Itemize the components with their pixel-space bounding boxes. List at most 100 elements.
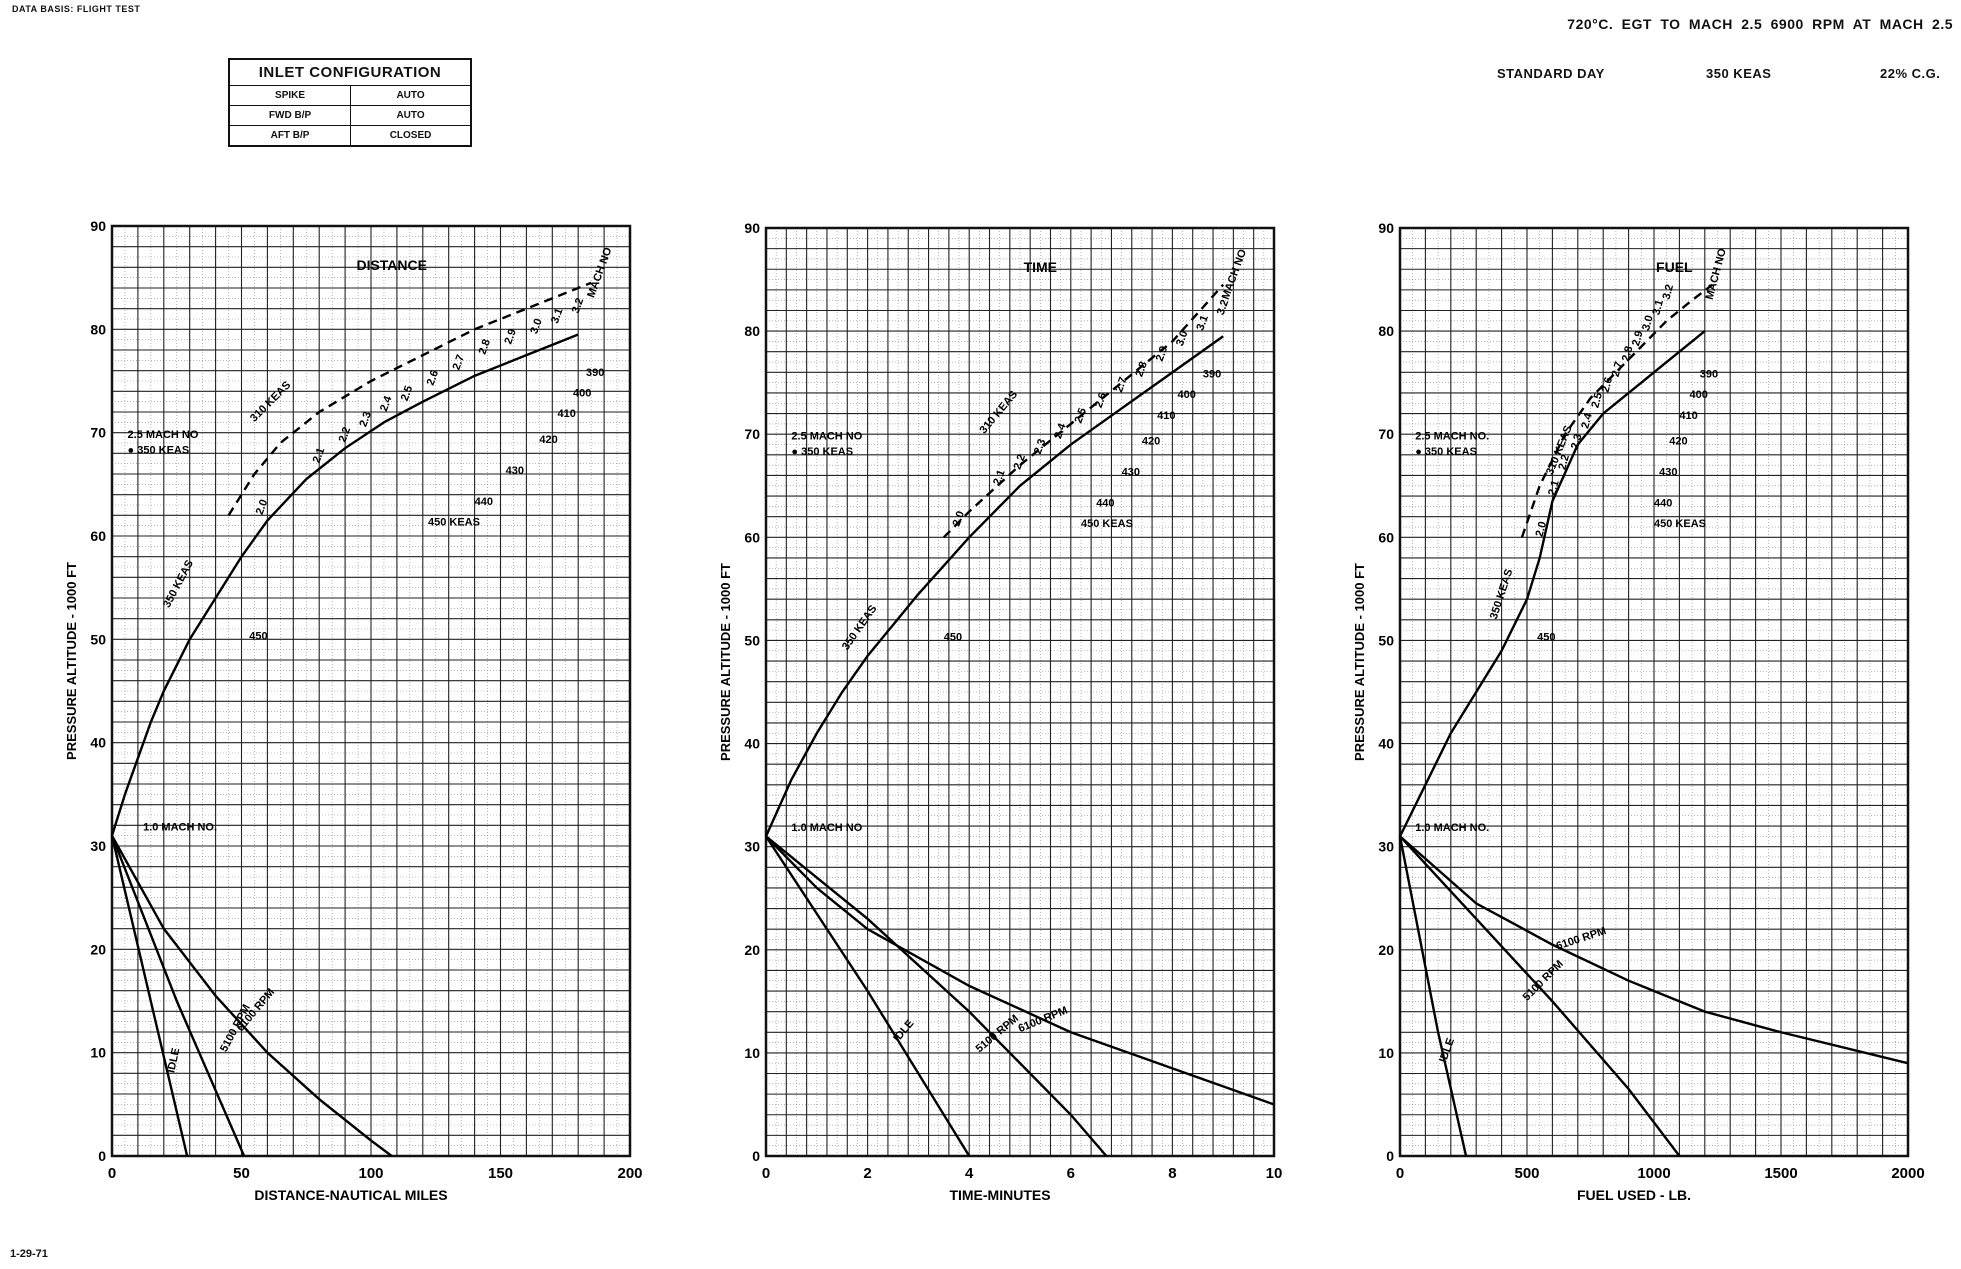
annotation-label: 440 bbox=[475, 496, 493, 508]
annotation-label: 2.5 MACH NO. bbox=[1415, 430, 1489, 442]
x-tick-label: 2 bbox=[863, 1165, 871, 1182]
annotation-label: 440 bbox=[1654, 497, 1672, 509]
annotation-label: ● 350 KEAS bbox=[1415, 446, 1477, 458]
y-tick-label: 70 bbox=[1378, 426, 1394, 442]
annotation-label: 2.7 bbox=[1610, 360, 1626, 378]
series-line-350-keas bbox=[1398, 330, 1706, 837]
y-axis-label: PRESSURE ALTITUDE - 1000 FT bbox=[1352, 563, 1367, 761]
annotation-label: 430 bbox=[506, 465, 524, 477]
annotation-label: 2.4 bbox=[378, 394, 395, 413]
annotation-label: 2.2 bbox=[337, 426, 354, 444]
chart-title: FUEL bbox=[1656, 259, 1693, 275]
x-axis-label: DISTANCE-NAUTICAL MILES bbox=[254, 1187, 447, 1203]
annotation-label: 3.1 bbox=[1194, 314, 1211, 332]
chart-title: TIME bbox=[1024, 259, 1057, 275]
annotation-label: MACH NO bbox=[1704, 247, 1729, 301]
annotation-label: 2.6 bbox=[425, 369, 442, 387]
annotation-label: 420 bbox=[1142, 436, 1160, 448]
annotation-label: 2.0 bbox=[254, 498, 271, 516]
x-tick-label: 2000 bbox=[1891, 1165, 1924, 1182]
keas-label: 350 KEAS bbox=[1706, 66, 1772, 81]
annotation-label: 390 bbox=[1700, 369, 1718, 381]
annotation-label: 2.5 MACH NO bbox=[128, 429, 199, 441]
y-tick-label: 10 bbox=[1378, 1045, 1394, 1061]
y-tick-label: 70 bbox=[744, 426, 760, 442]
inlet-item: AFT B/P bbox=[228, 125, 352, 147]
annotation-label: 410 bbox=[557, 408, 575, 420]
annotation-label: ● 350 KEAS bbox=[791, 446, 853, 458]
x-tick-label: 500 bbox=[1514, 1165, 1539, 1182]
series-line-idle bbox=[1398, 836, 1468, 1157]
x-tick-label: 0 bbox=[108, 1165, 116, 1182]
annotation-label: 3.2 bbox=[1661, 283, 1677, 301]
x-tick-label: 150 bbox=[488, 1165, 513, 1182]
series-line-310-keas bbox=[942, 283, 1225, 539]
table-row: FWD B/P AUTO bbox=[228, 105, 472, 126]
annotation-label: 450 KEAS bbox=[428, 517, 480, 529]
y-tick-label: 60 bbox=[90, 528, 106, 544]
series-line-5100-rpm bbox=[765, 835, 1108, 1157]
annotation-label: 2.3 bbox=[1032, 437, 1049, 455]
y-tick-label: 80 bbox=[90, 321, 106, 337]
annotation-label: 350 KEAS bbox=[1488, 568, 1515, 621]
y-tick-label: 80 bbox=[744, 323, 760, 339]
y-tick-label: 30 bbox=[744, 839, 760, 855]
annotation-label: IDLE bbox=[165, 1047, 182, 1074]
annotation-label: 430 bbox=[1122, 466, 1140, 478]
cg-label: 22% C.G. bbox=[1880, 66, 1941, 81]
annotation-label: 350 KEAS bbox=[161, 558, 196, 610]
annotation-label: 450 bbox=[249, 630, 267, 642]
annotation-label: 2.3 bbox=[1569, 433, 1585, 451]
annotation-label: 2.8 bbox=[477, 338, 494, 356]
x-tick-label: 0 bbox=[1396, 1165, 1404, 1182]
annotation-label: 2.1 bbox=[311, 446, 328, 464]
annotation-label: 420 bbox=[539, 434, 557, 446]
y-tick-label: 50 bbox=[1378, 632, 1394, 648]
annotation-label: 2.6 bbox=[1600, 376, 1616, 394]
chart-panel-fuel: 0 500 1000 1500 2000 0 10 20 30 40 50 60 70 80 90 FUEL … bbox=[1352, 220, 1925, 1203]
y-tick-label: 90 bbox=[744, 220, 760, 236]
annotation-label: 2.8 bbox=[1133, 360, 1150, 378]
annotation-label: 3.2 bbox=[570, 296, 587, 314]
annotation-label: 3.0 bbox=[1174, 329, 1191, 347]
chart-panel-time: 0 2 4 6 8 10 0 10 20 30 40 50 60 70 80 90 TIME-MINUTES PR… bbox=[718, 220, 1282, 1203]
y-tick-label: 20 bbox=[744, 942, 760, 958]
annotation-label: 410 bbox=[1157, 410, 1175, 422]
annotation-label: 410 bbox=[1679, 410, 1697, 422]
annotation-label: 2.8 bbox=[1620, 345, 1636, 363]
annotation-label: 3.1 bbox=[549, 307, 566, 325]
y-tick-label: 40 bbox=[1378, 736, 1394, 752]
x-tick-label: 8 bbox=[1168, 1165, 1176, 1182]
x-tick-label: 1000 bbox=[1637, 1165, 1670, 1182]
inlet-setting: AUTO bbox=[350, 105, 472, 126]
y-tick-label: 40 bbox=[744, 736, 760, 752]
annotation-label: 2.5 bbox=[1073, 406, 1090, 424]
annotation-label: 2.0 bbox=[951, 510, 968, 528]
y-tick-label: 20 bbox=[1378, 942, 1394, 958]
annotation-label: 450 bbox=[1537, 631, 1555, 643]
annotation-label: 3.2 bbox=[1215, 298, 1232, 316]
y-tick-label: 0 bbox=[98, 1148, 106, 1164]
annotation-label: 2.5 bbox=[399, 384, 416, 402]
x-tick-label: 50 bbox=[233, 1165, 250, 1182]
annotation-label: 390 bbox=[1203, 369, 1221, 381]
series-line-310-keas bbox=[227, 281, 592, 516]
annotation-label: 1.0 MACH NO. bbox=[143, 822, 217, 834]
annotation-label: 1.0 MACH NO bbox=[791, 822, 862, 834]
y-tick-label: 0 bbox=[752, 1148, 760, 1164]
annotation-label: 5100 RPM bbox=[974, 1013, 1022, 1056]
annotation-label: MACH NO bbox=[585, 245, 614, 299]
x-tick-label: 100 bbox=[358, 1165, 383, 1182]
annotation-label: 2.1 bbox=[1546, 479, 1562, 497]
y-tick-label: 90 bbox=[90, 218, 106, 234]
x-tick-label: 1500 bbox=[1764, 1165, 1797, 1182]
table-row: SPIKE AUTO bbox=[228, 85, 472, 106]
inlet-configuration-title: INLET CONFIGURATION bbox=[228, 58, 472, 86]
standard-day-label: STANDARD DAY bbox=[1497, 66, 1605, 81]
annotation-label: 6100 RPM bbox=[1017, 1004, 1070, 1035]
annotation-label: MACH NO bbox=[1220, 247, 1249, 301]
annotation-label: 2.9 bbox=[1154, 345, 1171, 363]
annotation-label: 2.7 bbox=[451, 353, 468, 371]
condition-header: 720°C. EGT TO MACH 2.5 6900 RPM AT MACH … bbox=[1567, 16, 1953, 32]
